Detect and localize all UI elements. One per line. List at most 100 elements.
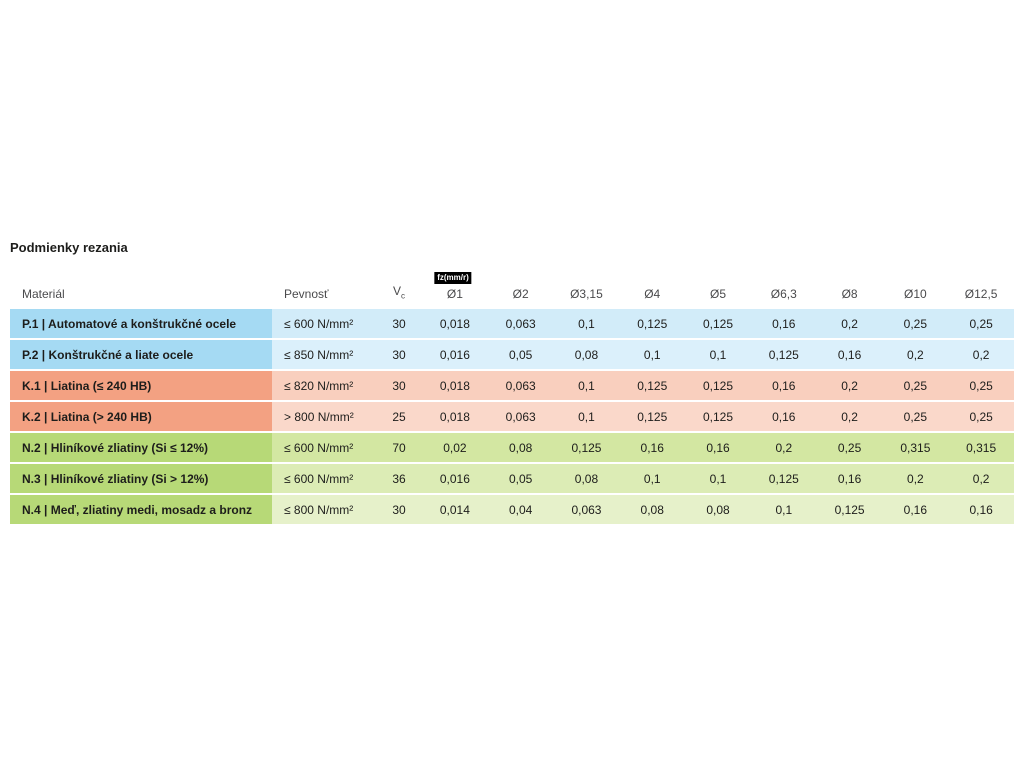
fz-value-cell: 0,08 [553,464,620,494]
fz-value-cell: 0,063 [487,402,554,432]
fz-value-cell: 0,2 [948,464,1015,494]
column-header-vc: Vc [376,285,422,300]
fz-value-cell: 0,25 [882,402,949,432]
fz-value-cell: 0,08 [685,495,751,525]
vc-cell: 70 [376,433,422,463]
fz-value-cell: 0,25 [948,371,1015,401]
column-header-d7: Ø8 [841,287,858,302]
fz-value-cell: 0,1 [553,402,620,432]
fz-value-cell: 0,1 [619,464,686,494]
fz-value-cell: 0,16 [816,464,883,494]
table-row-p2: P.2 | Konštrukčné a liate ocele ≤ 850 N/… [10,340,1015,370]
fz-value-cell: 0,063 [487,371,554,401]
cutting-conditions-page: Podmienky rezania Materiál Pevnosť Vc fz… [10,240,1015,525]
page-title: Podmienky rezania [10,240,128,255]
fz-value-cell: 0,016 [422,340,488,370]
material-cell: K.1 | Liatina (≤ 240 HB) [10,371,272,401]
fz-value-cell: 0,125 [685,371,751,401]
fz-value-cell: 0,16 [948,495,1015,525]
fz-value-cell: 0,063 [487,309,554,339]
fz-value-cell: 0,25 [816,433,883,463]
material-cell: N.2 | Hliníkové zliatiny (Si ≤ 12%) [10,433,272,463]
fz-value-cell: 0,02 [422,433,488,463]
fz-value-cell: 0,05 [487,464,554,494]
column-header-d2: Ø2 [512,287,529,302]
vc-cell: 30 [376,309,422,339]
fz-value-cell: 0,2 [750,433,817,463]
table-row-n2: N.2 | Hliníkové zliatiny (Si ≤ 12%) ≤ 60… [10,433,1015,463]
fz-value-cell: 0,2 [882,464,949,494]
table-header-row: Materiál Pevnosť Vc fz(mm/r) Ø1 Ø2 Ø3,15… [10,272,1014,307]
vc-cell: 25 [376,402,422,432]
fz-value-cell: 0,063 [553,495,620,525]
fz-value-cell: 0,014 [422,495,488,525]
fz-value-cell: 0,1 [685,464,751,494]
vc-cell: 30 [376,340,422,370]
fz-value-cell: 0,2 [816,371,883,401]
strength-cell: ≤ 800 N/mm² [272,495,376,525]
table-row-n4: N.4 | Meď, zliatiny medi, mosadz a bronz… [10,495,1015,525]
fz-value-cell: 0,125 [619,371,686,401]
table-row-n3: N.3 | Hliníkové zliatiny (Si > 12%) ≤ 60… [10,464,1015,494]
fz-value-cell: 0,16 [750,402,817,432]
fz-value-cell: 0,315 [948,433,1015,463]
fz-value-cell: 0,16 [619,433,686,463]
fz-value-cell: 0,125 [553,433,620,463]
fz-value-cell: 0,125 [750,464,817,494]
vc-cell: 36 [376,464,422,494]
material-cell: P.1 | Automatové a konštrukčné ocele [10,309,272,339]
fz-value-cell: 0,16 [882,495,949,525]
column-header-d3: Ø3,15 [570,287,603,302]
fz-value-cell: 0,125 [685,402,751,432]
material-cell: N.4 | Meď, zliatiny medi, mosadz a bronz [10,495,272,525]
fz-value-cell: 0,25 [948,402,1015,432]
column-header-d6: Ø6,3 [770,287,797,302]
vc-subscript: c [401,291,405,301]
fz-value-cell: 0,125 [619,402,686,432]
column-header-d1: fz(mm/r) Ø1 [422,272,488,302]
cutting-conditions-table: Materiál Pevnosť Vc fz(mm/r) Ø1 Ø2 Ø3,15… [10,272,1015,525]
fz-value-cell: 0,1 [750,495,817,525]
strength-cell: > 800 N/mm² [272,402,376,432]
fz-value-cell: 0,016 [422,464,488,494]
strength-cell: ≤ 600 N/mm² [272,433,376,463]
fz-value-cell: 0,16 [750,309,817,339]
vc-symbol: V [392,284,401,298]
fz-value-cell: 0,125 [816,495,883,525]
material-cell: N.3 | Hliníkové zliatiny (Si > 12%) [10,464,272,494]
fz-value-cell: 0,125 [685,309,751,339]
fz-value-cell: 0,16 [816,340,883,370]
fz-value-cell: 0,25 [948,309,1015,339]
column-header-d5: Ø5 [710,287,727,302]
fz-value-cell: 0,25 [882,371,949,401]
fz-value-cell: 0,04 [487,495,554,525]
material-cell: P.2 | Konštrukčné a liate ocele [10,340,272,370]
column-header-d9: Ø12,5 [964,287,998,302]
strength-cell: ≤ 600 N/mm² [272,309,376,339]
strength-cell: ≤ 820 N/mm² [272,371,376,401]
table-body: P.1 | Automatové a konštrukčné ocele ≤ 6… [10,309,1015,525]
table-row-k1: K.1 | Liatina (≤ 240 HB) ≤ 820 N/mm² 30 … [10,371,1015,401]
material-cell: K.2 | Liatina (> 240 HB) [10,402,272,432]
fz-value-cell: 0,1 [553,371,620,401]
fz-value-cell: 0,2 [882,340,949,370]
fz-value-cell: 0,2 [816,402,883,432]
fz-value-cell: 0,1 [685,340,751,370]
fz-value-cell: 0,08 [553,340,620,370]
vc-cell: 30 [376,495,422,525]
fz-value-cell: 0,16 [685,433,751,463]
strength-cell: ≤ 850 N/mm² [272,340,376,370]
d1-label: Ø1 [446,287,463,302]
fz-value-cell: 0,125 [750,340,817,370]
column-header-strength: Pevnosť [284,287,329,302]
fz-value-cell: 0,2 [948,340,1015,370]
strength-cell: ≤ 600 N/mm² [272,464,376,494]
table-row-k2: K.2 | Liatina (> 240 HB) > 800 N/mm² 25 … [10,402,1015,432]
fz-value-cell: 0,25 [882,309,949,339]
fz-value-cell: 0,018 [422,309,488,339]
fz-value-cell: 0,08 [487,433,554,463]
fz-value-cell: 0,08 [619,495,686,525]
fz-value-cell: 0,125 [619,309,686,339]
fz-value-cell: 0,1 [553,309,620,339]
vc-cell: 30 [376,371,422,401]
